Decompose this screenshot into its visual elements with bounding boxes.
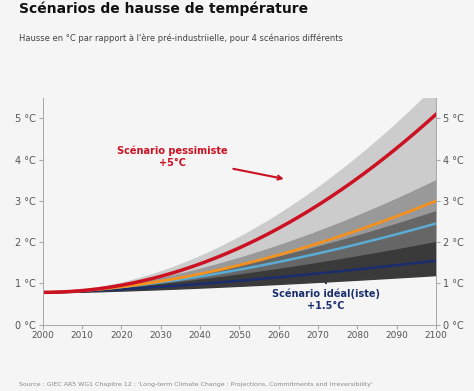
Text: Scénario idéal(iste)
+1.5°C: Scénario idéal(iste) +1.5°C bbox=[272, 263, 380, 311]
Text: Hausse en °C par rapport à l'ère pré-industriielle, pour 4 scénarios différents: Hausse en °C par rapport à l'ère pré-ind… bbox=[19, 33, 343, 43]
Text: Scénarios de hausse de température: Scénarios de hausse de température bbox=[19, 2, 308, 16]
Text: Scénario pessimiste
+5°C: Scénario pessimiste +5°C bbox=[117, 146, 282, 179]
Text: Source : GIEC AR5 WG1 Chapitre 12 : 'Long-term Climate Change : Projections, Com: Source : GIEC AR5 WG1 Chapitre 12 : 'Lon… bbox=[19, 382, 373, 387]
